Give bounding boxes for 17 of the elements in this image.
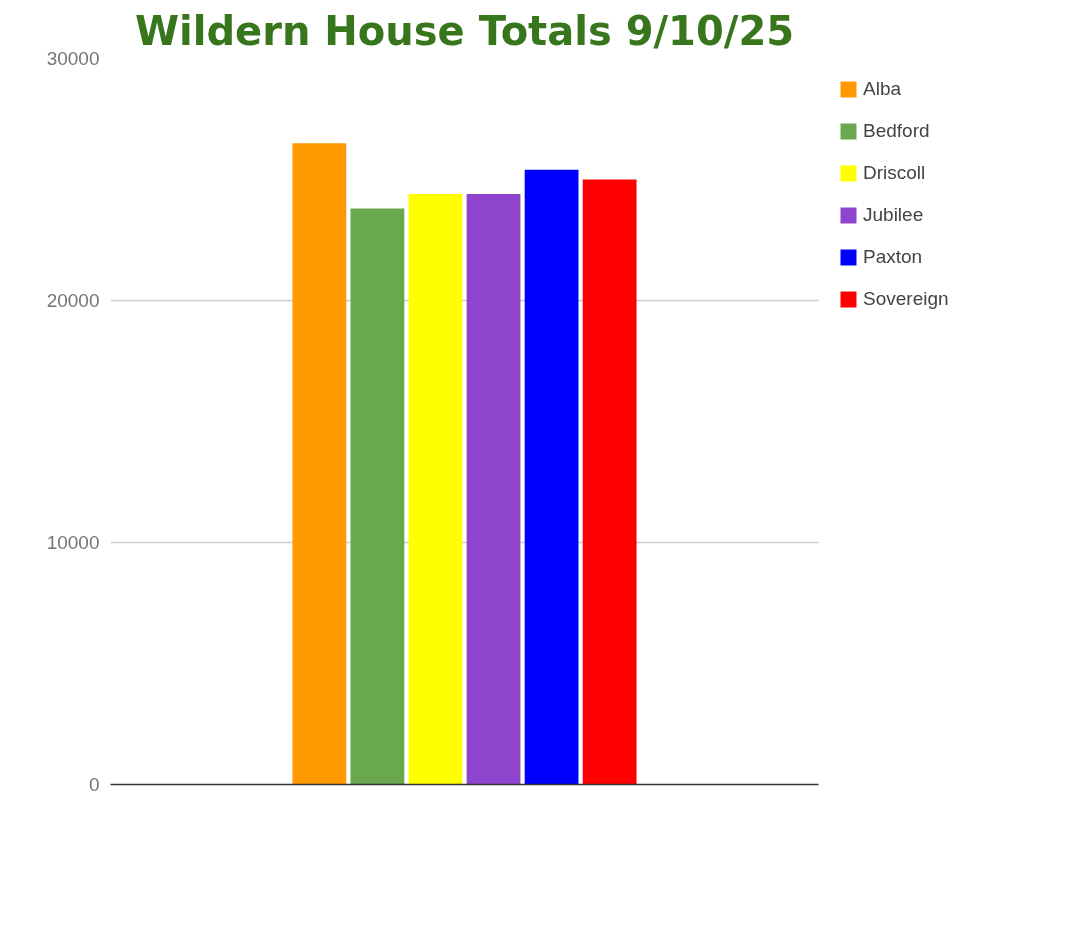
legend-label: Alba <box>863 78 902 100</box>
legend-label: Jubilee <box>863 204 924 226</box>
bar <box>582 179 637 785</box>
y-tick-label: 0 <box>88 774 100 795</box>
bar <box>524 169 579 785</box>
bar <box>292 143 347 785</box>
y-tick-label: 10000 <box>46 532 100 553</box>
legend-label: Bedford <box>863 120 930 142</box>
y-tick-label: 20000 <box>46 290 100 311</box>
legend-label: Sovereign <box>863 288 949 310</box>
bar <box>350 208 405 785</box>
bar <box>408 194 463 785</box>
y-tick-label: 30000 <box>46 48 100 69</box>
legend-label: Paxton <box>863 246 923 268</box>
chart-title: Wildern House Totals 9/10/25 <box>134 7 795 54</box>
bar <box>466 194 521 785</box>
legend-label: Driscoll <box>863 162 926 184</box>
